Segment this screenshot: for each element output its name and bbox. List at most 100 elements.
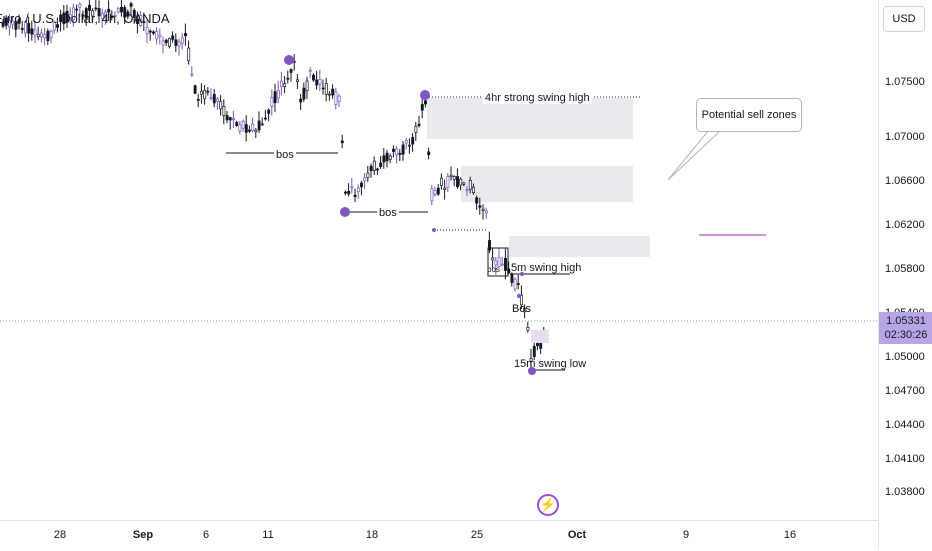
- candle-body: [366, 172, 370, 178]
- bos-label-3[interactable]: Bos: [512, 303, 531, 315]
- candle-body: [382, 155, 386, 163]
- chart-pane[interactable]: Euro / U.S. Dollar, 4h, OANDA bos bos 4h…: [0, 0, 878, 520]
- candle-body: [142, 21, 146, 24]
- candle-body: [465, 189, 469, 191]
- candle-body: [283, 83, 287, 87]
- price-label: 1.05800: [885, 263, 925, 275]
- swing-high-4hr-label[interactable]: 4hr strong swing high: [483, 92, 592, 104]
- candle-body: [14, 21, 18, 30]
- highlight-box[interactable]: [531, 330, 549, 343]
- candle-body: [472, 186, 475, 194]
- candle-body: [456, 176, 459, 188]
- bos-label-small[interactable]: bos: [487, 265, 500, 274]
- candle-body: [369, 165, 373, 172]
- swing-marker-5[interactable]: [432, 228, 436, 232]
- candle-body: [379, 162, 383, 167]
- price-axis[interactable]: USD 1.07500 1.07000 1.06600 1.06200 1.05800 1…: [878, 0, 932, 550]
- candle-body: [440, 177, 443, 186]
- candle-body: [523, 307, 527, 313]
- candle-body: [123, 7, 127, 18]
- currency-button[interactable]: USD: [883, 6, 925, 32]
- candle-body: [520, 294, 523, 306]
- candle-body: [62, 12, 66, 24]
- candle-body: [491, 257, 495, 261]
- swing-marker-1[interactable]: [284, 55, 294, 65]
- candle-body: [424, 100, 427, 105]
- candle-body: [328, 93, 331, 96]
- callout-text: Potential sell zones: [701, 109, 797, 121]
- candle-body: [360, 182, 363, 188]
- candle-body: [308, 69, 312, 72]
- candle-body: [248, 129, 251, 132]
- candle-body: [401, 144, 405, 155]
- symbol-title[interactable]: Euro / U.S. Dollar, 4h, OANDA: [0, 11, 170, 26]
- candle-body: [296, 79, 299, 83]
- price-label: 1.06600: [885, 175, 925, 187]
- lightning-bolt-icon[interactable]: ⚡: [537, 494, 559, 516]
- time-axis[interactable]: 28 Sep 6 11 18 25 Oct 9 16: [0, 520, 878, 551]
- candle-body: [180, 37, 184, 44]
- candle-body: [206, 90, 210, 93]
- candle-body: [161, 40, 165, 46]
- candle-body: [84, 8, 88, 19]
- swing-marker-2[interactable]: [420, 90, 430, 100]
- candle-body: [132, 9, 136, 18]
- last-price-value: 1.05331: [886, 315, 926, 327]
- candle-body: [532, 346, 536, 357]
- time-label: 9: [682, 529, 690, 541]
- candle-body: [385, 152, 389, 162]
- candle-body: [414, 126, 418, 133]
- price-label: 1.06200: [885, 219, 925, 231]
- candle-body: [174, 39, 178, 46]
- callout-pointer: [667, 130, 721, 181]
- candle-body: [110, 15, 114, 18]
- candle-body: [8, 20, 11, 28]
- price-chart[interactable]: [0, 0, 878, 520]
- candle-body: [164, 39, 168, 43]
- time-label: 16: [783, 529, 797, 541]
- swing-marker-6[interactable]: [520, 272, 524, 276]
- candle-body: [251, 123, 255, 132]
- candle-body: [158, 34, 162, 38]
- candle-body: [200, 90, 203, 95]
- candle-body: [17, 19, 21, 24]
- sell-zone-2[interactable]: [461, 166, 633, 202]
- bos-label-2[interactable]: bos: [377, 207, 399, 219]
- candle-body: [177, 41, 181, 47]
- swing-marker-7[interactable]: [517, 294, 521, 298]
- candle-body: [193, 85, 197, 94]
- candle-body: [356, 187, 360, 193]
- candle-body: [232, 118, 235, 121]
- candle-body: [126, 11, 130, 17]
- candle-body: [350, 186, 354, 189]
- candle-body: [228, 117, 232, 121]
- candle-body: [94, 7, 98, 10]
- sell-zone-3[interactable]: [509, 236, 650, 257]
- bos-label-1[interactable]: bos: [274, 149, 296, 161]
- sell-zones-callout[interactable]: Potential sell zones: [696, 98, 802, 132]
- price-label: 1.03800: [885, 486, 925, 498]
- last-price-tag: 1.05331 02:30:26: [879, 312, 932, 344]
- candle-body: [222, 106, 226, 116]
- candle-body: [264, 117, 267, 120]
- candle-body: [235, 122, 239, 126]
- swing-high-5m-label[interactable]: 5m swing high: [511, 262, 582, 274]
- candle-body: [136, 18, 139, 25]
- swing-low-15m-label[interactable]: 15m swing low: [514, 358, 587, 370]
- swing-marker-3[interactable]: [340, 207, 350, 217]
- candle-body: [395, 148, 399, 156]
- candle-body: [56, 24, 59, 28]
- candle-body: [209, 97, 213, 99]
- time-label: Oct: [567, 529, 587, 541]
- candle-body: [72, 7, 75, 21]
- time-label: 11: [262, 529, 274, 541]
- swing-marker-4[interactable]: [528, 367, 536, 375]
- candle-body: [324, 83, 328, 95]
- candle-body: [91, 10, 95, 17]
- sell-zone-1[interactable]: [427, 98, 633, 139]
- consolidation-box[interactable]: [487, 247, 509, 277]
- candle-body: [459, 178, 463, 186]
- candle-body: [78, 3, 82, 8]
- candle-body: [497, 257, 501, 267]
- candle-body: [27, 23, 31, 34]
